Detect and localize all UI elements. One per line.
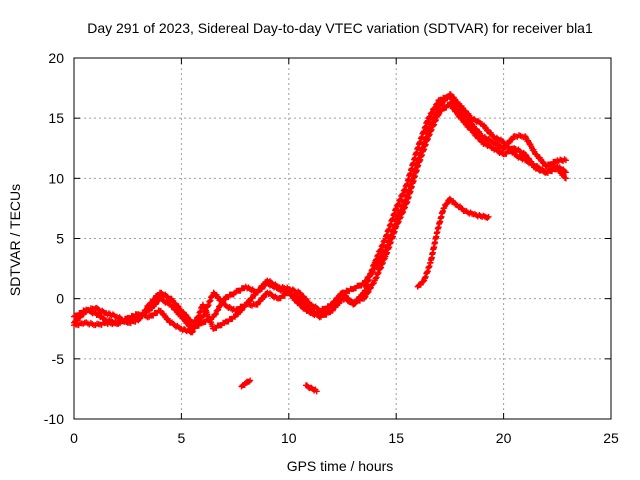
data-point-run: [458, 115, 474, 133]
data-point-run: [115, 315, 130, 327]
chart-title: Day 291 of 2023, Sidereal Day-to-day VTE…: [87, 20, 593, 36]
data-point-run: [319, 303, 334, 312]
data-point-run: [179, 314, 195, 331]
data-point-run: [297, 302, 313, 315]
data-point-run: [501, 133, 517, 151]
data-point-run: [157, 308, 173, 326]
data-point-run: [447, 101, 463, 120]
axis-ticks: [73, 57, 612, 420]
data-point-run: [239, 381, 248, 389]
data-point-run: [382, 224, 399, 258]
data-point-run: [361, 279, 377, 301]
data-point-run: [297, 290, 313, 308]
data-point-run: [522, 152, 538, 171]
data-point-run: [168, 295, 184, 313]
data-point-run: [415, 117, 431, 151]
data-point-run: [427, 230, 440, 264]
data-point-run: [361, 261, 378, 295]
data-point: [247, 377, 254, 384]
x-tick-label: 25: [603, 430, 619, 446]
data-point-run: [233, 303, 248, 318]
series-5: [302, 382, 320, 395]
data-point-run: [393, 200, 410, 228]
data-point-run: [421, 260, 434, 282]
y-tick-label: 15: [48, 110, 64, 126]
y-tick-label: 0: [56, 291, 64, 307]
data-point-run: [415, 135, 431, 169]
data-point-run: [434, 207, 447, 236]
data-point-run: [415, 278, 427, 289]
data-point-run: [491, 134, 506, 145]
data-point-run: [319, 309, 334, 318]
y-tick-label: 20: [48, 50, 64, 66]
data-point-run: [404, 146, 421, 187]
series-4: [238, 377, 254, 390]
data-point-run: [276, 283, 291, 293]
data-point: [562, 157, 569, 164]
data-point-run: [372, 255, 388, 282]
data-point-run: [72, 320, 87, 329]
y-tick-label: 5: [56, 231, 64, 247]
data-point-run: [329, 296, 345, 314]
data-point-run: [265, 278, 280, 289]
y-tick-label: -10: [44, 411, 64, 427]
data-point-run: [469, 127, 485, 145]
data-point: [562, 175, 569, 182]
data-point-run: [254, 278, 270, 296]
x-tick-labels: 0 5 10 15 20 25: [70, 430, 619, 446]
data-point-run: [179, 309, 195, 325]
gridlines: [74, 58, 611, 419]
data-point-run: [304, 382, 313, 392]
data-point-run: [222, 291, 237, 301]
data-point-run: [147, 291, 162, 307]
data-point: [313, 388, 320, 395]
series-3: [414, 195, 492, 290]
data-point-run: [533, 151, 549, 169]
data-point-run: [382, 206, 399, 240]
data-point-run: [555, 164, 568, 175]
x-tick-label: 5: [178, 430, 186, 446]
x-tick-label: 20: [496, 430, 512, 446]
x-tick-label: 15: [388, 430, 404, 446]
y-tick-label: -5: [52, 351, 65, 367]
data-point-run: [480, 122, 495, 138]
data-point-run: [372, 237, 388, 264]
x-tick-label: 10: [281, 430, 297, 446]
data-point-run: [308, 384, 319, 394]
series-2: [71, 100, 569, 336]
data-point-run: [168, 303, 184, 319]
data-point-run: [426, 97, 442, 121]
x-tick-label: 0: [70, 430, 78, 446]
data-points: [71, 91, 569, 395]
data-point-run: [200, 303, 216, 332]
data-point-run: [522, 134, 539, 157]
data-point-run: [136, 311, 151, 321]
data-point-run: [512, 151, 527, 163]
data-point-run: [211, 290, 227, 307]
data-point-run: [254, 290, 270, 308]
y-tick-labels: -10 -5 0 5 10 15 20: [44, 50, 64, 427]
data-point-run: [147, 297, 162, 312]
x-axis-label: GPS time / hours: [287, 458, 394, 474]
y-axis-label: SDTVAR / TECUs: [7, 184, 23, 296]
data-point-run: [426, 111, 442, 139]
data-point-run: [393, 182, 410, 209]
data-point-run: [243, 378, 253, 385]
data-point-run: [404, 164, 421, 205]
data-point-run: [189, 303, 206, 335]
data-point-run: [458, 103, 474, 121]
y-tick-label: 10: [48, 170, 64, 186]
data-point-run: [286, 290, 302, 307]
data-point: [562, 169, 569, 176]
data-point: [485, 213, 492, 220]
